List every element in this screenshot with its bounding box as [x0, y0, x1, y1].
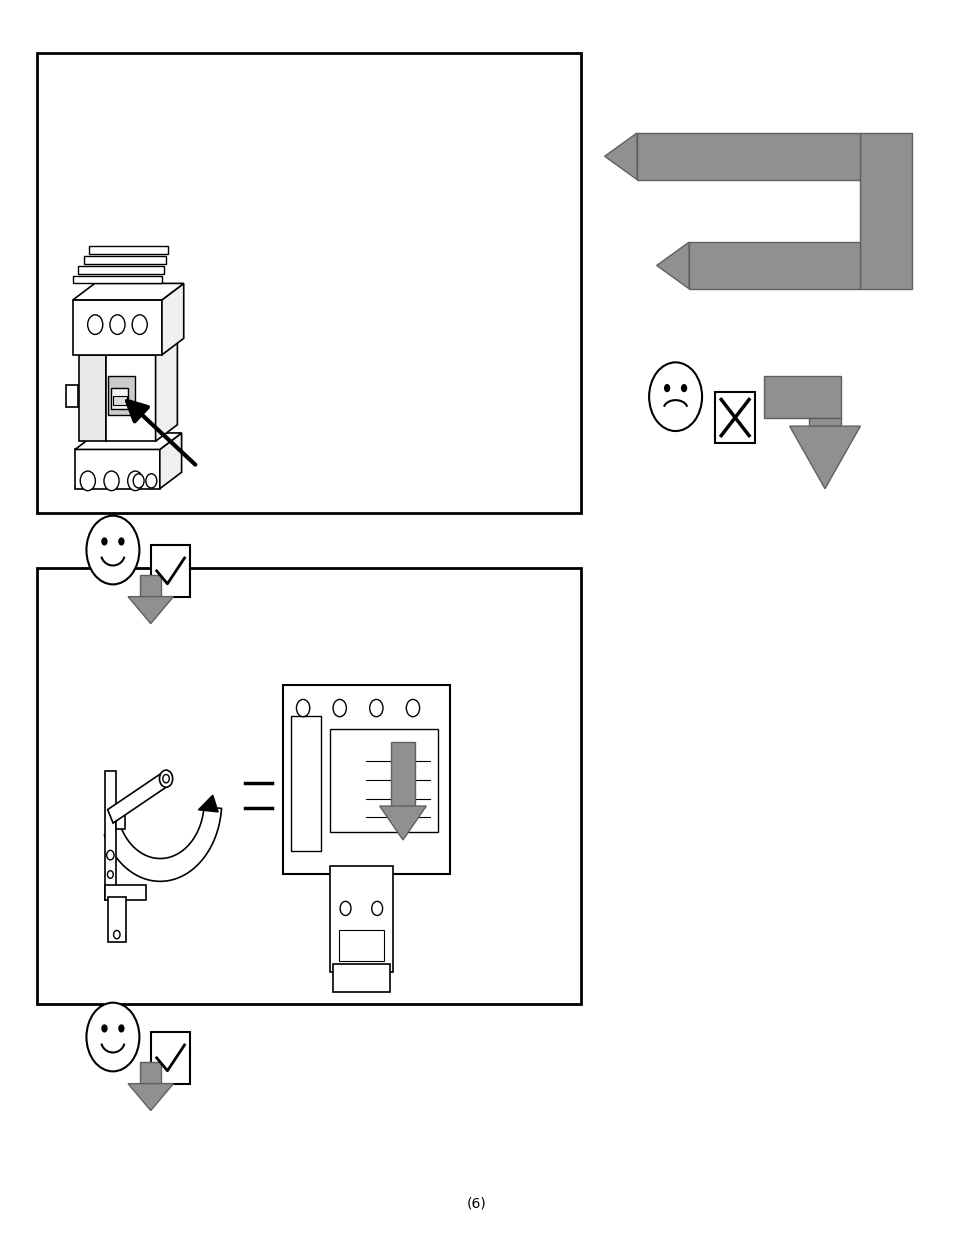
Circle shape — [133, 474, 144, 488]
Bar — [37, 53, 580, 514]
Polygon shape — [162, 283, 184, 354]
Polygon shape — [198, 795, 218, 811]
Bar — [105, 771, 116, 900]
Polygon shape — [128, 597, 173, 624]
Circle shape — [146, 474, 156, 488]
Bar — [391, 742, 415, 806]
Circle shape — [163, 774, 169, 783]
Bar — [108, 897, 126, 942]
Bar — [763, 375, 841, 417]
Circle shape — [110, 315, 125, 335]
Bar — [37, 568, 580, 1004]
Polygon shape — [128, 1083, 173, 1110]
Bar — [79, 354, 106, 441]
Circle shape — [118, 1024, 125, 1032]
Circle shape — [159, 771, 172, 787]
Circle shape — [101, 537, 108, 546]
Circle shape — [87, 516, 139, 584]
Text: (6): (6) — [467, 1197, 486, 1210]
Bar — [72, 275, 162, 283]
Circle shape — [113, 930, 120, 939]
Polygon shape — [72, 283, 184, 300]
Polygon shape — [160, 433, 181, 489]
Bar — [116, 806, 125, 829]
Polygon shape — [604, 133, 637, 179]
Bar — [330, 866, 393, 972]
Bar — [151, 545, 191, 597]
Circle shape — [663, 384, 670, 393]
Circle shape — [88, 315, 103, 335]
Bar — [106, 354, 155, 441]
Bar — [84, 256, 166, 264]
Bar — [90, 246, 168, 254]
Bar — [72, 300, 162, 354]
Bar — [151, 1032, 191, 1083]
Polygon shape — [104, 806, 221, 882]
Circle shape — [406, 699, 419, 716]
Polygon shape — [688, 242, 859, 289]
Bar — [715, 391, 754, 443]
Polygon shape — [108, 772, 169, 823]
Bar — [283, 685, 449, 874]
Circle shape — [80, 471, 95, 490]
Bar — [330, 729, 437, 832]
Bar — [292, 715, 321, 851]
Bar — [112, 395, 127, 405]
Bar — [109, 377, 135, 415]
Circle shape — [107, 851, 114, 860]
Bar — [78, 266, 164, 274]
Circle shape — [101, 1024, 108, 1032]
Circle shape — [372, 902, 382, 915]
Circle shape — [118, 537, 125, 546]
Bar — [140, 1062, 161, 1083]
Circle shape — [87, 1003, 139, 1072]
Circle shape — [128, 471, 143, 490]
Circle shape — [370, 699, 382, 716]
Circle shape — [104, 471, 119, 490]
Bar — [66, 385, 78, 406]
Bar — [808, 417, 841, 426]
Bar — [111, 388, 129, 410]
Bar — [339, 930, 383, 961]
Bar — [105, 885, 146, 900]
Polygon shape — [75, 450, 160, 489]
Circle shape — [680, 384, 686, 393]
Circle shape — [340, 902, 351, 915]
Circle shape — [648, 362, 701, 431]
Polygon shape — [789, 426, 860, 489]
Circle shape — [296, 699, 310, 716]
Circle shape — [132, 315, 147, 335]
Polygon shape — [75, 433, 181, 450]
Polygon shape — [656, 242, 688, 289]
Polygon shape — [379, 806, 426, 840]
Bar — [140, 574, 161, 597]
Circle shape — [108, 871, 113, 878]
Bar — [333, 965, 389, 992]
Polygon shape — [155, 338, 177, 441]
Polygon shape — [859, 133, 911, 289]
Circle shape — [333, 699, 346, 716]
Polygon shape — [637, 133, 859, 179]
